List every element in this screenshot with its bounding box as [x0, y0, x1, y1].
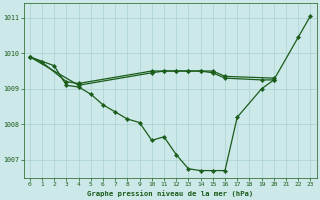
- X-axis label: Graphe pression niveau de la mer (hPa): Graphe pression niveau de la mer (hPa): [87, 190, 253, 197]
